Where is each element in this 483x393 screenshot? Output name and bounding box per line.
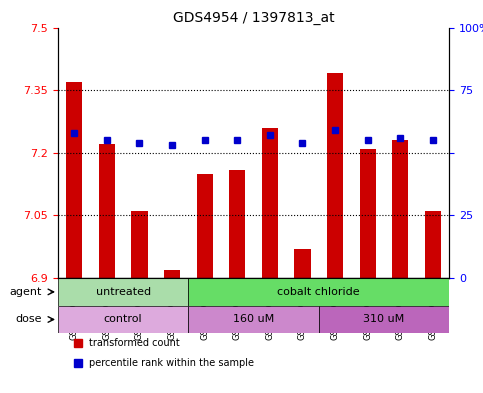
Bar bbox=[197, 174, 213, 278]
Bar bbox=[392, 140, 409, 278]
Bar bbox=[99, 145, 115, 278]
Bar bbox=[294, 249, 311, 278]
Bar bbox=[327, 73, 343, 278]
Text: control: control bbox=[104, 314, 142, 325]
Text: 160 uM: 160 uM bbox=[233, 314, 274, 325]
Text: dose: dose bbox=[15, 314, 42, 325]
Bar bbox=[164, 270, 180, 278]
FancyBboxPatch shape bbox=[319, 306, 449, 333]
Title: GDS4954 / 1397813_at: GDS4954 / 1397813_at bbox=[173, 11, 334, 25]
FancyBboxPatch shape bbox=[58, 306, 188, 333]
Bar bbox=[359, 149, 376, 278]
Bar bbox=[425, 211, 441, 278]
Text: cobalt chloride: cobalt chloride bbox=[277, 287, 360, 297]
Text: transformed count: transformed count bbox=[89, 338, 180, 348]
Text: untreated: untreated bbox=[96, 287, 151, 297]
Text: percentile rank within the sample: percentile rank within the sample bbox=[89, 358, 254, 368]
FancyBboxPatch shape bbox=[58, 278, 188, 306]
Bar bbox=[66, 82, 83, 278]
Bar bbox=[262, 128, 278, 278]
FancyBboxPatch shape bbox=[188, 306, 319, 333]
Text: agent: agent bbox=[9, 287, 42, 297]
Bar bbox=[229, 169, 245, 278]
Text: 310 uM: 310 uM bbox=[363, 314, 405, 325]
FancyBboxPatch shape bbox=[188, 278, 449, 306]
Bar bbox=[131, 211, 148, 278]
